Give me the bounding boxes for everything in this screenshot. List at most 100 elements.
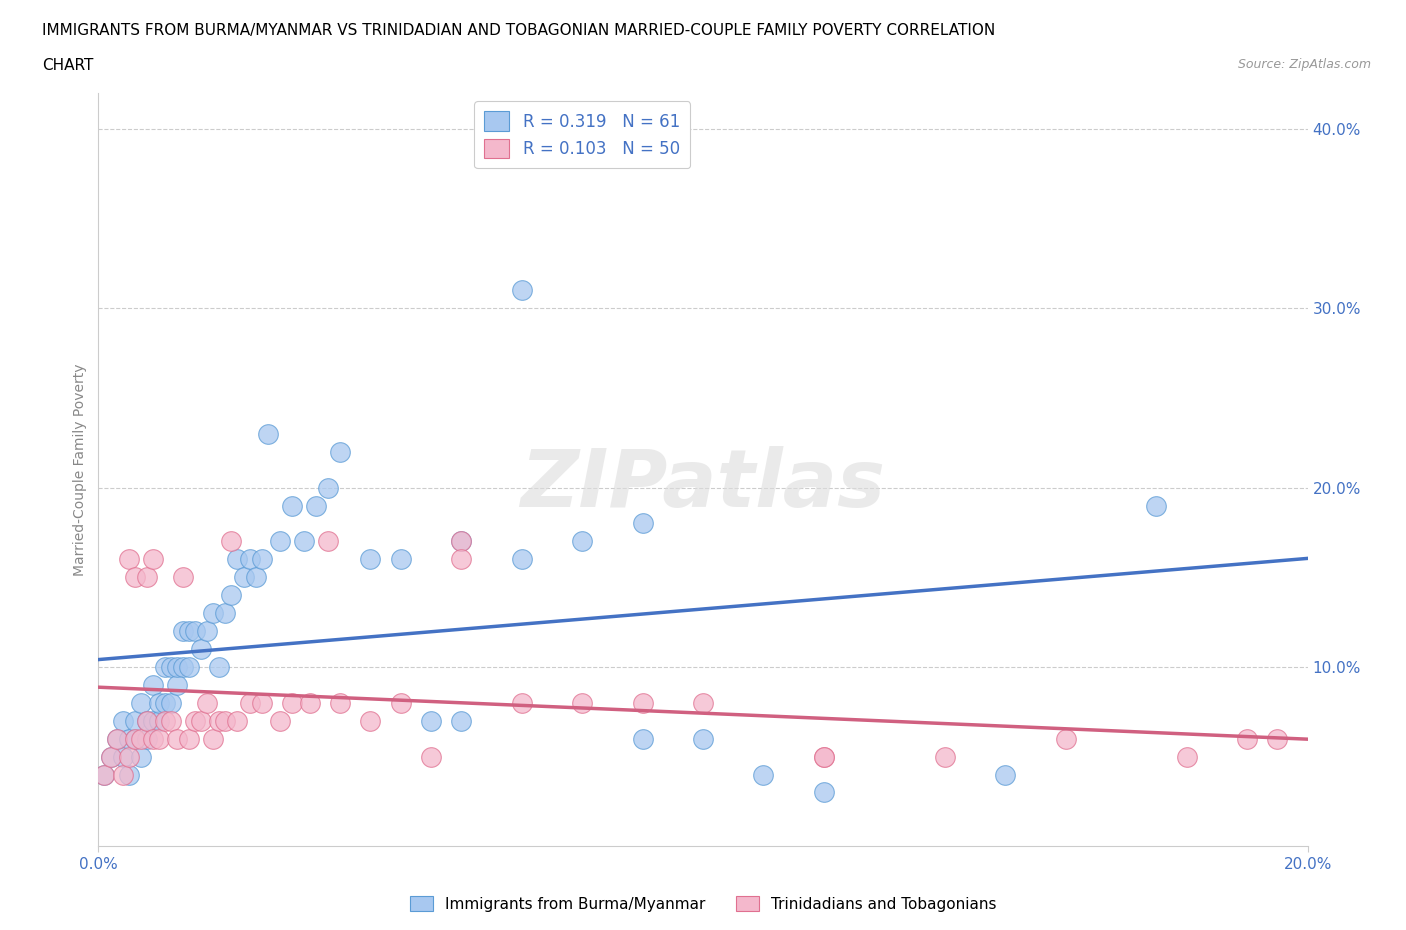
Point [208,713,231,728]
Point [93,767,115,782]
Point [105,731,128,746]
Point [190,713,212,728]
Point [360,551,382,566]
Legend: R = 0.319   N = 61, R = 0.103   N = 50: R = 0.319 N = 61, R = 0.103 N = 50 [474,101,690,168]
Point [195,696,218,711]
Point [419,750,441,764]
Point [166,659,188,674]
Point [208,659,231,674]
Point [160,713,183,728]
Point [450,551,472,566]
Point [1236,731,1258,746]
Point [118,731,141,746]
Point [281,696,304,711]
Point [129,696,152,711]
Point [510,551,533,566]
Point [129,731,152,746]
Point [692,731,714,746]
Point [450,713,472,728]
Point [118,750,141,764]
Point [93,767,115,782]
Point [148,696,170,711]
Point [124,713,146,728]
Point [226,713,249,728]
Point [135,731,157,746]
Point [316,480,339,495]
Point [360,713,382,728]
Point [118,767,141,782]
Point [329,445,352,459]
Point [419,713,441,728]
Point [129,750,152,764]
Point [1175,750,1198,764]
Point [100,750,122,764]
Point [450,534,472,549]
Point [111,767,134,782]
Point [202,605,225,620]
Point [631,696,654,711]
Point [389,696,412,711]
Point [329,696,352,711]
Point [389,551,412,566]
Point [148,713,170,728]
Point [221,534,243,549]
Y-axis label: Married-Couple Family Poverty: Married-Couple Family Poverty [73,364,87,576]
Point [813,750,835,764]
Point [111,713,134,728]
Point [250,696,273,711]
Text: CHART: CHART [42,58,94,73]
Point [118,551,141,566]
Text: ZIPatlas: ZIPatlas [520,445,886,524]
Point [221,588,243,603]
Point [299,696,322,711]
Point [202,731,225,746]
Point [195,624,218,639]
Point [1144,498,1167,513]
Point [214,605,236,620]
Point [450,534,472,549]
Point [135,713,157,728]
Point [1054,731,1077,746]
Point [124,731,146,746]
Point [631,516,654,531]
Point [160,659,183,674]
Point [232,570,254,585]
Point [813,785,835,800]
Point [316,534,339,549]
Point [510,696,533,711]
Point [256,426,278,441]
Legend: Immigrants from Burma/Myanmar, Trinidadians and Tobagonians: Immigrants from Burma/Myanmar, Trinidadi… [404,889,1002,918]
Point [153,696,176,711]
Point [245,570,267,585]
Point [153,659,176,674]
Point [135,570,157,585]
Point [142,551,165,566]
Point [692,696,714,711]
Point [160,696,183,711]
Point [239,696,262,711]
Point [752,767,775,782]
Point [166,677,188,692]
Point [105,731,128,746]
Point [305,498,328,513]
Text: Source: ZipAtlas.com: Source: ZipAtlas.com [1237,58,1371,71]
Point [510,283,533,298]
Point [281,498,304,513]
Point [1265,731,1288,746]
Point [184,713,207,728]
Point [292,534,315,549]
Point [153,713,176,728]
Point [214,713,236,728]
Point [250,551,273,566]
Point [148,731,170,746]
Point [135,713,157,728]
Point [166,731,188,746]
Point [177,659,201,674]
Point [190,642,212,657]
Point [177,731,201,746]
Point [111,750,134,764]
Point [124,731,146,746]
Point [239,551,262,566]
Point [269,534,291,549]
Point [142,713,165,728]
